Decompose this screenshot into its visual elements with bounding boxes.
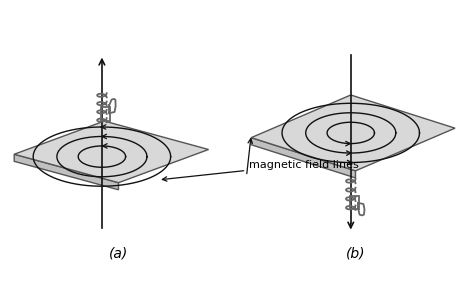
Text: (b): (b)	[346, 247, 365, 261]
Polygon shape	[14, 121, 209, 183]
Text: magnetic field lines: magnetic field lines	[249, 161, 359, 170]
Polygon shape	[251, 95, 455, 171]
Text: (a): (a)	[109, 247, 128, 261]
Polygon shape	[14, 154, 118, 190]
Polygon shape	[251, 138, 356, 178]
